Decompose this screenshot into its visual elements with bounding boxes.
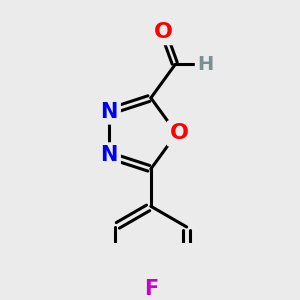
- Text: H: H: [198, 55, 214, 74]
- Text: O: O: [170, 123, 189, 143]
- Text: N: N: [100, 146, 118, 165]
- Text: F: F: [144, 279, 158, 299]
- Text: N: N: [100, 101, 118, 122]
- Text: O: O: [154, 22, 173, 42]
